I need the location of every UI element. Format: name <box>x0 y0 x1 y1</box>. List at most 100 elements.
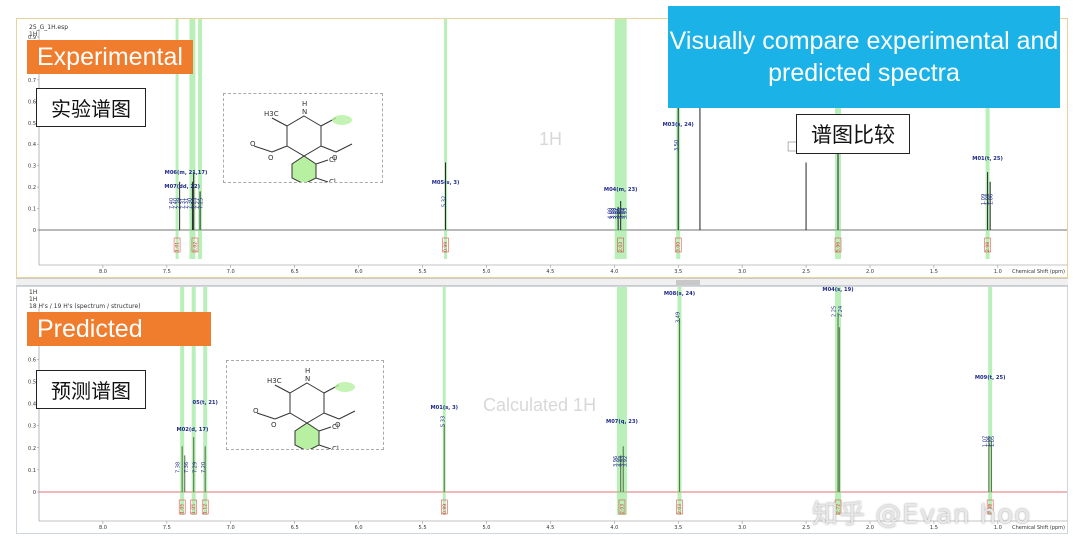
y-tick-label: 0.2 <box>28 185 36 191</box>
x-tick-label: 2.5 <box>802 525 810 531</box>
x-tick-label: 1.0 <box>994 269 1002 275</box>
multiplet-label: M03(s, 24) <box>663 122 694 128</box>
peak-ppm-label: 3.95 <box>616 456 622 467</box>
atom-label: Cl <box>329 178 336 182</box>
y-tick-label: 0 <box>33 490 36 496</box>
x-tick-label: 7.5 <box>163 269 171 275</box>
peak-ppm-label: 3.98 <box>612 208 618 219</box>
multiplet-label: M09(t, 25) <box>975 375 1006 381</box>
predicted-spectrum-plot[interactable]: 0.80.70.60.50.40.30.20.108.07.57.06.56.0… <box>17 287 1069 535</box>
peak-ppm-label: 1.07 <box>982 436 988 447</box>
x-tick-label: 7.5 <box>163 525 171 531</box>
integral-value: 1.05 <box>180 504 186 514</box>
bond <box>323 412 340 420</box>
highlight-band <box>189 19 196 259</box>
integral-box <box>617 237 624 253</box>
multiplet-label: M06(m, 21,17) <box>165 170 208 176</box>
scroll-thumb[interactable] <box>676 280 700 285</box>
highlight-band <box>988 287 993 515</box>
peak-ppm-label: 3.96 <box>615 208 621 219</box>
y-tick-label: 0.4 <box>28 402 36 408</box>
x-tick-label: 6.5 <box>291 525 299 531</box>
integral-box <box>986 499 994 515</box>
nucleus-label-2: 1H <box>29 296 38 303</box>
y-tick-label: 0.4 <box>28 142 36 148</box>
peak-ppm-label: 5.33 <box>440 416 446 427</box>
integral-box <box>178 499 186 515</box>
peak-ppm-label: 7.31 <box>180 198 186 209</box>
integral-value: 2.03 <box>619 504 625 514</box>
x-tick-label: 3.0 <box>738 269 746 275</box>
peak-ppm-label: 3.94 <box>621 208 627 219</box>
integral-box <box>442 237 449 253</box>
x-tick-label: 1.5 <box>930 525 938 531</box>
highlight-band <box>616 287 627 515</box>
compare-cn-label: 谱图比较 <box>796 114 910 154</box>
highlight-band <box>444 19 448 259</box>
atom-label: N <box>305 375 310 383</box>
peak-ppm-label: 7.30 <box>188 198 194 209</box>
integral-value: 2.98 <box>988 504 994 514</box>
peak-ppm-label: 5.32 <box>442 196 448 207</box>
integral-box <box>676 499 683 515</box>
y-tick-label: 0.5 <box>28 121 36 127</box>
x-tick-label: 2.0 <box>866 525 874 531</box>
highlight-band <box>203 287 208 515</box>
y-tick-label: 0.3 <box>28 164 36 170</box>
atom-label: H3C <box>267 377 282 385</box>
bond <box>274 412 291 420</box>
file-name: 25_G_1H.esp <box>29 24 69 31</box>
integral-box <box>190 499 197 515</box>
bond <box>274 384 291 394</box>
integral-value: 1.01 <box>175 242 181 252</box>
integral-value: 1.12 <box>203 504 209 514</box>
peak-ppm-label: 3.95 <box>619 208 625 219</box>
bond <box>271 117 288 127</box>
integral-box <box>441 499 448 515</box>
atom-label: H <box>305 367 310 375</box>
peak-ppm-label: 1.08 <box>985 194 991 205</box>
atom-label: O <box>268 154 274 162</box>
x-tick-label: 3.5 <box>674 269 682 275</box>
peak-ppm-label: 3.97 <box>613 208 619 219</box>
y-tick-label: 0.3 <box>28 424 36 430</box>
multiplet-label: M01(s, 3) <box>430 405 458 411</box>
zhihu-watermark: 知乎 @Evan hoo <box>812 500 1032 530</box>
peak-ppm-label: 7.31 <box>184 198 190 209</box>
highlight-band <box>985 19 990 259</box>
dihydropyridine-ring <box>286 115 322 157</box>
nucleus-label-1: 1H <box>29 289 38 296</box>
bond <box>271 145 288 153</box>
peak-ppm-label: 2.24 <box>838 306 844 317</box>
peak-ppm-label: 7.40 <box>173 198 179 209</box>
x-tick-label: 5.0 <box>482 525 490 531</box>
peak-ppm-label: 7.27 <box>195 198 201 209</box>
panel-splitter-scrollbar[interactable] <box>16 278 1068 286</box>
peak-ppm-label: 7.40 <box>169 198 175 209</box>
x-tick-label: 6.5 <box>291 269 299 275</box>
highlight-band <box>191 287 196 515</box>
atom-label: Cl <box>332 445 339 449</box>
integral-value: 2.03 <box>677 504 683 514</box>
y-tick-label: 0.1 <box>28 468 36 474</box>
molecule-structure-predicted[interactable]: H3C N H O O O Cl Cl <box>226 360 384 453</box>
molecule-structure-experimental[interactable]: H3C N H O O O Cl Cl <box>223 93 383 186</box>
bond <box>256 412 276 420</box>
peak-ppm-label: 3.98 <box>610 208 616 219</box>
atom-label: Cl <box>332 423 339 431</box>
integral-box <box>618 499 626 515</box>
multiplet-label: M02(d, 17) <box>176 427 208 433</box>
integral-box <box>201 499 209 515</box>
peak-ppm-label: 7.20 <box>201 462 207 473</box>
bond <box>318 444 332 450</box>
peak-ppm-label: 2.25 <box>831 306 837 317</box>
x-tick-label: 3.5 <box>674 525 682 531</box>
x-tick-label: 4.0 <box>610 525 618 531</box>
highlight-band <box>180 287 185 515</box>
x-tick-label: 7.0 <box>227 525 235 531</box>
y-tick-label: 0.1 <box>28 207 36 213</box>
ethyl-highlight <box>335 382 355 392</box>
x-axis-label: Chemical Shift (ppm) <box>1012 525 1065 531</box>
peak-ppm-label: 4.00 <box>608 208 614 219</box>
